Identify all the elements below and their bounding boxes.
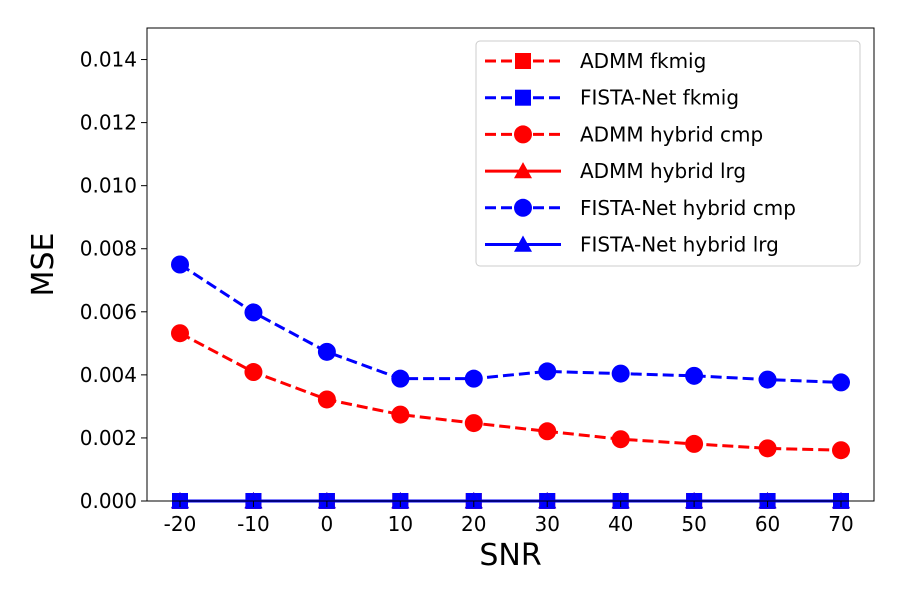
data-point [538, 492, 557, 509]
data-point [758, 439, 777, 458]
data-point [685, 434, 704, 453]
series-line [179, 263, 842, 384]
data-point [391, 492, 410, 509]
legend-box [475, 40, 861, 267]
legend-marker [514, 125, 532, 144]
y-tick-label: 0.012 [80, 111, 137, 135]
y-tick-label: 0.008 [80, 237, 137, 261]
data-point [391, 405, 410, 424]
x-tick-label: 50 [681, 512, 706, 536]
data-point [685, 366, 704, 385]
plot-layer [171, 255, 850, 509]
y-tick-label: 0.014 [80, 48, 137, 72]
data-point [611, 430, 630, 449]
x-axis: -20 -10 0 10 20 30 40 50 60 70 [164, 501, 854, 536]
legend-marker [515, 89, 531, 106]
y-axis-title: MSE [26, 233, 61, 297]
legend-label: ADMM hybrid lrg [580, 159, 746, 183]
data-point [538, 422, 557, 441]
data-point [758, 370, 777, 389]
legend-marker [514, 162, 532, 179]
series-5 [171, 492, 850, 509]
data-point [244, 492, 263, 509]
data-point [317, 390, 336, 409]
data-point [611, 364, 630, 383]
x-tick-label: -10 [237, 512, 270, 536]
data-point [244, 363, 263, 382]
series-2 [171, 324, 850, 460]
data-point [538, 362, 557, 381]
x-tick-label: 20 [461, 512, 486, 536]
y-tick-label: 0.002 [80, 426, 137, 450]
data-point [171, 324, 189, 343]
legend: ADMM fkmig FISTA-Net fkmig ADMM hybrid cmp… [475, 40, 861, 267]
legend-label: FISTA-Net hybrid cmp [580, 196, 796, 220]
data-point [832, 373, 850, 392]
x-axis-title: SNR [479, 538, 541, 573]
x-tick-label: 10 [388, 512, 413, 536]
data-point [464, 369, 483, 388]
plot-frame [146, 27, 875, 502]
data-point [611, 492, 630, 509]
x-tick-label: 30 [534, 512, 559, 536]
data-point [464, 414, 483, 433]
legend-item: ADMM hybrid lrg [485, 159, 746, 183]
data-point [171, 255, 189, 274]
x-tick-label: 70 [828, 512, 853, 536]
legend-item: ADMM hybrid cmp [485, 122, 763, 146]
legend-item: FISTA-Net hybrid cmp [485, 196, 796, 220]
series-line [179, 331, 842, 452]
legend-label: ADMM hybrid cmp [580, 122, 763, 146]
data-point [464, 492, 483, 509]
data-point [832, 492, 850, 509]
x-tick-label: 60 [755, 512, 780, 536]
legend-marker [515, 53, 531, 69]
y-tick-label: 0.010 [80, 174, 137, 198]
legend-label: FISTA-Net hybrid lrg [580, 233, 779, 257]
data-point [758, 492, 777, 509]
x-tick-label: -20 [164, 512, 197, 536]
y-axis: 0.000 0.002 0.004 0.006 0.008 0.010 0.012 0.014 [80, 48, 147, 513]
data-point [317, 492, 336, 509]
legend-item: FISTA-Net fkmig [485, 86, 739, 110]
x-tick-label: 40 [608, 512, 633, 536]
x-tick-label: 0 [321, 512, 334, 536]
data-point [244, 303, 263, 322]
legend-item: FISTA-Net hybrid lrg [485, 233, 779, 257]
legend-marker [514, 235, 532, 252]
legend-label: FISTA-Net fkmig [580, 86, 739, 110]
series-4 [171, 255, 850, 392]
y-tick-label: 0.006 [80, 300, 137, 324]
data-point [832, 441, 850, 460]
data-point [391, 369, 410, 388]
data-point [685, 492, 704, 509]
legend-item: ADMM fkmig [485, 49, 706, 73]
data-point [317, 342, 336, 361]
legend-label: ADMM fkmig [580, 49, 706, 73]
data-point [171, 492, 189, 509]
y-tick-label: 0.004 [80, 363, 137, 387]
y-tick-label: 0.000 [80, 489, 137, 513]
legend-marker [514, 198, 532, 217]
